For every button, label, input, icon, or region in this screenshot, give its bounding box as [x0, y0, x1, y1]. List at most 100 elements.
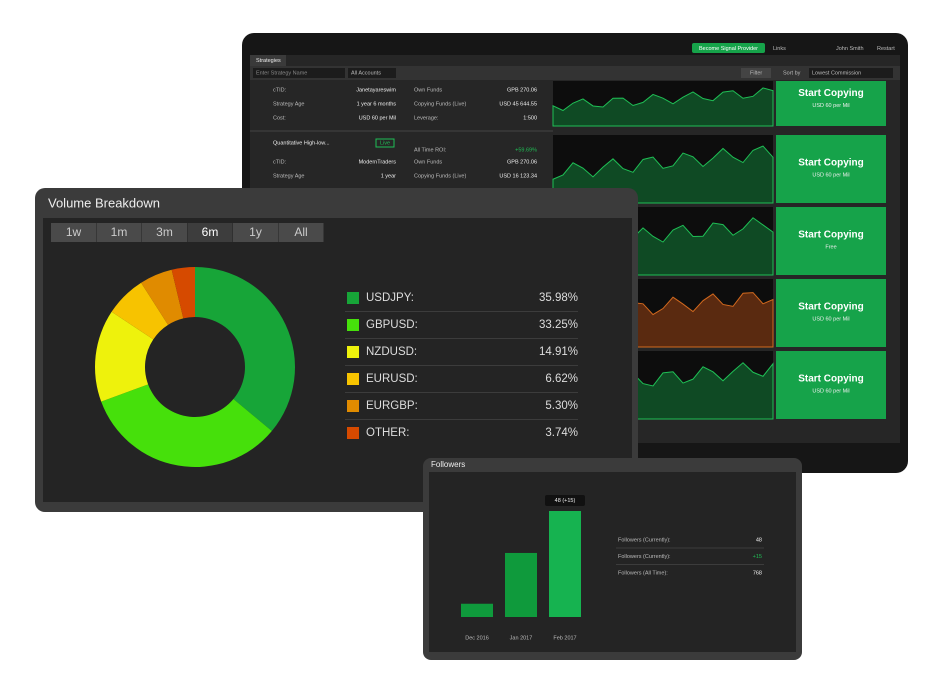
range-tab[interactable]	[233, 223, 278, 242]
fund-label: Own Funds	[414, 159, 442, 165]
legend-label: EURGBP:	[366, 400, 418, 412]
pie-slice	[101, 384, 272, 468]
legend-swatch	[347, 400, 359, 412]
bar	[505, 552, 537, 617]
sort-label: Sort by	[783, 70, 801, 76]
strategy-name[interactable]: Quantitative High-low...	[273, 140, 330, 146]
field-label: Strategy Age	[273, 173, 305, 179]
copy-button-sub[interactable]: USD 60 per Mil	[812, 103, 849, 109]
search-placeholder[interactable]: Enter Strategy Name	[256, 70, 307, 76]
toolbar	[250, 66, 900, 80]
fund-value: USD 16 123.34	[499, 173, 537, 179]
stat-label: Followers (Currently):	[618, 554, 671, 560]
copy-button-sub[interactable]: USD 60 per Mil	[812, 316, 849, 322]
bar	[461, 603, 493, 617]
copy-button[interactable]	[776, 351, 886, 419]
range-label[interactable]: 1w	[66, 225, 82, 239]
copy-button-sub[interactable]: USD 60 per Mil	[812, 172, 849, 178]
tab[interactable]	[250, 55, 286, 66]
legend-label: GBPUSD:	[366, 319, 418, 331]
range-tab[interactable]	[96, 223, 142, 242]
copy-button-title[interactable]: Start Copying	[798, 374, 864, 385]
followers-title: Followers	[431, 460, 465, 469]
copy-button-title[interactable]: Start Copying	[798, 302, 864, 313]
copy-button-title[interactable]: Start Copying	[798, 88, 864, 99]
search-box[interactable]	[253, 68, 345, 78]
sparkline	[552, 87, 774, 127]
followers-panel	[429, 472, 796, 652]
fund-label: Leverage:	[414, 115, 439, 121]
pie-slice	[111, 282, 169, 340]
top-link[interactable]: Restart	[877, 46, 895, 52]
bar	[549, 511, 581, 617]
stat-label: Followers (Currently):	[618, 537, 671, 543]
fund-label: Copying Funds (Live)	[414, 101, 466, 107]
field-label: cTID:	[273, 159, 287, 165]
roi-label: All Time ROI:	[414, 147, 447, 153]
field-value: 1 year 6 months	[357, 101, 397, 107]
volume-content: 1w 1m 3m 6m 1y All USDJPY: 35.98% GBPUSD: 33.25% N…	[51, 223, 578, 468]
pie-slice	[195, 267, 295, 431]
legend-swatch	[347, 427, 359, 439]
stat-value: +15	[753, 554, 762, 560]
pie-slice	[141, 269, 184, 325]
x-tick-label: Dec 2016	[465, 635, 489, 641]
accounts-label[interactable]: All Accounts	[351, 70, 381, 76]
range-tab[interactable]	[187, 223, 233, 242]
tab-label[interactable]: Strategies	[256, 58, 281, 64]
legend-swatch	[347, 319, 359, 331]
legend-swatch	[347, 292, 359, 304]
signal-button-label[interactable]: Become Signal Provider	[699, 46, 758, 52]
range-tab[interactable]	[278, 223, 324, 242]
copy-button[interactable]	[776, 135, 886, 203]
copy-button-sub[interactable]: Free	[825, 244, 836, 250]
top-link[interactable]: John Smith	[836, 46, 864, 52]
field-value: 1 year	[381, 173, 396, 179]
copy-button-title[interactable]: Start Copying	[798, 158, 864, 169]
badge-label: Live	[380, 140, 390, 146]
filter-button[interactable]	[741, 68, 771, 78]
range-label[interactable]: 6m	[202, 225, 219, 239]
pie-slice	[94, 311, 154, 402]
field-label: cTID:	[273, 87, 287, 93]
volume-title: Volume Breakdown	[48, 195, 160, 210]
stat-label: Followers (All Time):	[618, 570, 668, 576]
fund-label: Copying Funds (Live)	[414, 173, 466, 179]
range-label[interactable]: 1y	[249, 225, 262, 239]
range-label[interactable]: 3m	[156, 225, 173, 239]
field-label: Strategy Age	[273, 101, 305, 107]
fund-value: 1:500	[523, 115, 537, 121]
field-label: Cost:	[273, 115, 286, 121]
sort-select[interactable]	[809, 68, 893, 78]
legend-value: 3.74%	[545, 427, 578, 439]
pie-slice	[171, 267, 195, 319]
copy-button-sub[interactable]: USD 60 per Mil	[812, 388, 849, 394]
range-tab[interactable]	[142, 223, 187, 242]
fund-value: USD 45 644.55	[499, 101, 537, 107]
legend-swatch	[347, 346, 359, 358]
copy-button[interactable]	[776, 207, 886, 275]
legend-value: 35.98%	[539, 292, 578, 304]
legend-value: 5.30%	[545, 400, 578, 412]
sort-value[interactable]: Lowest Commission	[812, 70, 861, 76]
top-link[interactable]: Links	[773, 46, 786, 52]
fund-label: Own Funds	[414, 87, 442, 93]
range-label[interactable]: 1m	[111, 225, 128, 239]
value-label: 48 (+15)	[555, 498, 576, 504]
legend-swatch	[347, 373, 359, 385]
copy-button-title[interactable]: Start Copying	[798, 230, 864, 241]
copy-button[interactable]	[776, 279, 886, 347]
legend-value: 33.25%	[539, 319, 578, 331]
value-label-bg	[545, 495, 585, 506]
range-tab[interactable]	[51, 223, 96, 242]
legend-value: 6.62%	[545, 373, 578, 385]
range-label[interactable]: All	[294, 225, 307, 239]
filter-label[interactable]: Filter	[750, 70, 762, 76]
legend-label: EURUSD:	[366, 373, 418, 385]
signal-button[interactable]	[692, 43, 765, 53]
copy-button[interactable]	[776, 81, 886, 126]
field-value: USD 60 per Mil	[359, 115, 396, 121]
accounts-select[interactable]	[348, 68, 396, 78]
badge	[375, 138, 395, 148]
